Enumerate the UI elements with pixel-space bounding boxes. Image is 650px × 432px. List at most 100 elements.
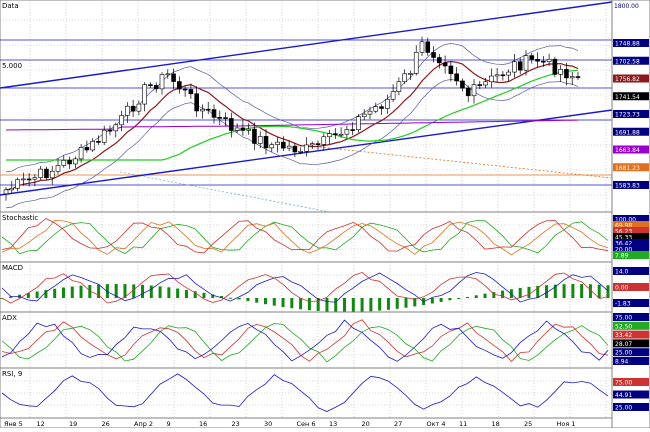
macd-histogram-bar	[413, 298, 417, 307]
macd-histogram-bar	[439, 298, 443, 302]
scale-label-bg	[613, 39, 649, 47]
price-scale-top-label: 1800.00	[614, 3, 639, 10]
time-axis-label: Сен 6	[297, 420, 316, 428]
candle	[327, 133, 332, 138]
candle	[569, 76, 575, 79]
scale-label: 1583.83	[615, 183, 640, 190]
purple-moving-average	[5, 119, 579, 131]
candle	[489, 75, 494, 83]
scale-label: 36.42	[615, 241, 632, 248]
candle	[84, 147, 90, 151]
candle	[500, 74, 506, 77]
macd-histogram-bar	[448, 298, 452, 301]
scale-label: 100.00	[615, 217, 636, 224]
candle	[535, 58, 540, 62]
candle	[442, 62, 448, 67]
macd-histogram-bar	[457, 298, 461, 299]
scale-label: 14.0	[615, 269, 629, 276]
macd-histogram-bar	[272, 298, 276, 306]
macd-histogram-bar	[141, 284, 145, 298]
scale-label: 45.33	[615, 235, 632, 242]
scale-label: 52.50	[615, 323, 632, 330]
candle	[119, 115, 124, 126]
rsi-panel[interactable]: RSI, 9	[0, 367, 613, 419]
candle	[408, 73, 413, 75]
time-axis-label: 30	[264, 420, 272, 428]
candle	[240, 127, 246, 131]
candle	[153, 85, 159, 90]
candle	[200, 108, 205, 112]
stochastic-panel-title: Stochastic	[2, 214, 38, 222]
macd-histogram-bar	[386, 298, 390, 310]
adx-panel[interactable]: ADX	[0, 311, 613, 369]
candle	[523, 55, 529, 71]
scale-label: 0.00	[615, 285, 629, 292]
candle	[315, 143, 321, 145]
candle	[552, 58, 558, 75]
candle	[49, 170, 55, 179]
time-axis-label: 23	[232, 420, 240, 428]
macd-histogram-bar	[536, 285, 540, 298]
scale-label: 20.00	[615, 247, 632, 254]
candle	[546, 58, 552, 62]
macd-histogram-bar	[220, 296, 224, 298]
price-panel[interactable]: Data 5.000	[0, 0, 613, 213]
candle	[32, 177, 38, 180]
scale-label-bg	[613, 110, 649, 118]
candle	[159, 74, 165, 90]
scale-label-bg	[613, 233, 649, 241]
time-axis[interactable]: Янв 5 12 19 26 Апр 2 9 16 23 30 Сен 6 13 20 27 Окт 4 1…	[0, 417, 613, 429]
candle	[223, 117, 228, 119]
scale-label: 56.23	[615, 229, 632, 236]
macd-histogram-bar	[35, 291, 39, 298]
candle	[437, 57, 442, 64]
macd-histogram-bar	[114, 284, 118, 298]
candle	[263, 136, 269, 149]
macd-histogram-bar	[281, 298, 285, 308]
candle	[188, 89, 194, 95]
scale-label: 25.00	[615, 350, 632, 357]
candle	[177, 81, 182, 90]
macd-histogram-bar	[202, 292, 206, 298]
macd-histogram-bar	[360, 298, 364, 312]
scale-label: 7.89	[615, 253, 629, 260]
macd-histogram-bar	[404, 298, 408, 308]
price-scale[interactable]: 1800.00 1748.88 1702.58 1756.82 1741.54 1723…	[611, 0, 650, 429]
macd-histogram-bar	[61, 287, 65, 298]
macd-histogram-bar	[149, 285, 153, 298]
adx-minus-di-line	[1, 319, 609, 362]
scale-label-bg	[613, 74, 649, 83]
candle	[182, 88, 188, 91]
candle	[558, 69, 563, 75]
candle	[541, 60, 546, 63]
scale-label: 1748.88	[615, 41, 640, 48]
bollinger-upper-band	[5, 43, 579, 173]
stochastic-d-line	[1, 220, 609, 256]
candle	[385, 99, 390, 109]
macd-histogram-bar	[395, 298, 399, 309]
scale-label-bg	[613, 357, 649, 365]
scale-label: 1663.84	[615, 147, 640, 154]
candle	[67, 160, 72, 165]
stochastic-panel[interactable]: Stochastic	[0, 211, 613, 263]
stochastic-slow-line	[1, 218, 609, 254]
candle	[575, 76, 581, 78]
candle	[229, 118, 234, 131]
candle	[309, 143, 315, 146]
candle	[298, 151, 303, 153]
candle	[465, 87, 471, 97]
macd-histogram-bar	[369, 298, 373, 312]
scale-label: 75.00	[615, 380, 632, 387]
scale-label: 1723.73	[615, 112, 640, 119]
candle	[107, 129, 113, 132]
macd-panel[interactable]: MACD	[0, 261, 613, 313]
macd-histogram-bar	[79, 285, 83, 298]
adx-plus-di-line	[1, 323, 609, 363]
macd-histogram-bar	[307, 298, 311, 311]
time-axis-label: 12	[37, 420, 45, 428]
macd-histogram-bar	[501, 290, 505, 298]
scale-label-bg	[613, 145, 649, 154]
candle	[9, 188, 15, 191]
macd-histogram-bar	[9, 296, 13, 298]
